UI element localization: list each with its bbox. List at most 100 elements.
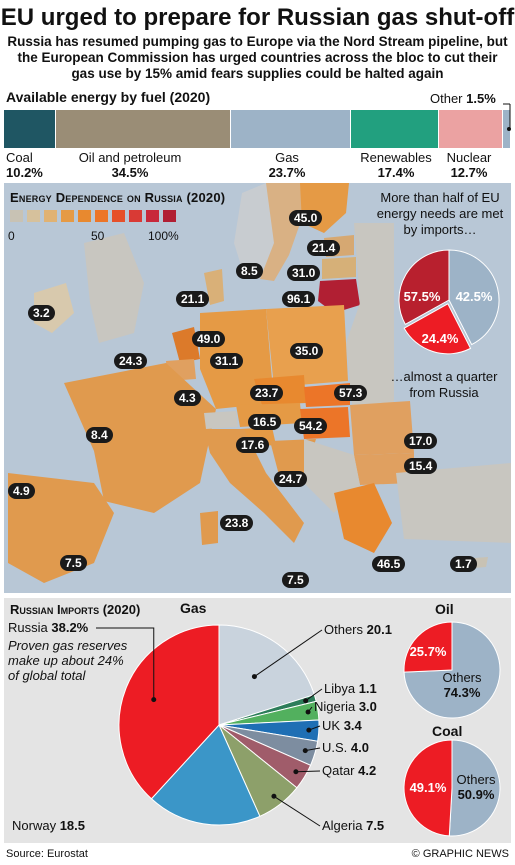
gas-label-libya: Libya 1.1 bbox=[324, 681, 377, 696]
imports-note: More than half of EU energy needs are me… bbox=[376, 190, 504, 237]
europe-map-shapes bbox=[8, 183, 511, 583]
gas-label-russia: Russia 38.2% bbox=[8, 620, 89, 635]
scale-swatch bbox=[78, 210, 91, 222]
oil-pie-label-others: 74.3% bbox=[444, 685, 481, 700]
oil-pie-label-others-name: Others bbox=[442, 670, 482, 685]
gas-label-us: U.S. 4.0 bbox=[322, 740, 369, 755]
gas-title: Gas bbox=[180, 600, 207, 616]
scale-label-100: 100% bbox=[148, 229, 179, 243]
credit: © GRAPHIC NEWS bbox=[411, 848, 509, 860]
dependence-title: Energy Dependence on Russia (2020) bbox=[10, 190, 226, 205]
map-value-bulgaria: 15.4 bbox=[404, 458, 438, 474]
map-sardinia bbox=[200, 511, 218, 545]
map-romania bbox=[350, 401, 414, 455]
map-uk bbox=[84, 233, 144, 343]
scale-swatch bbox=[61, 210, 74, 222]
coal-pie-label-others: 50.9% bbox=[458, 787, 495, 802]
energy-segment-nuclear bbox=[439, 110, 504, 148]
map-value-hungary: 54.2 bbox=[294, 418, 328, 434]
energy-segment-renewables bbox=[350, 110, 439, 148]
map-value-malta: 7.5 bbox=[282, 572, 309, 588]
gas-label-others: Others 20.1 bbox=[324, 622, 392, 637]
page-title: EU urged to prepare for Russian gas shut… bbox=[0, 4, 515, 31]
energy-segment-other bbox=[503, 110, 511, 148]
map-lithuania bbox=[318, 279, 360, 313]
map-value-croatia: 24.7 bbox=[274, 471, 308, 487]
energy-label-nuclear: Nuclear 12.7% bbox=[446, 150, 492, 180]
energy-label-renewables: Renewables 17.4% bbox=[360, 150, 432, 180]
energy-label-other: Other 1.5% bbox=[430, 91, 496, 106]
scale-swatch bbox=[44, 210, 57, 222]
map-value-latvia: 31.0 bbox=[287, 265, 321, 281]
dep-pie-slice-russia bbox=[403, 303, 472, 355]
map-value-germany: 31.1 bbox=[210, 353, 244, 369]
dep-pie-slice-imports bbox=[398, 249, 450, 326]
gas-label-nigeria: Nigeria 3.0 bbox=[314, 699, 377, 714]
coal-title: Coal bbox=[432, 723, 463, 739]
dep-pie-slice-domestic bbox=[448, 249, 500, 346]
map-sweden bbox=[260, 183, 304, 281]
energy-label-oil: Oil and petroleum 34.5% bbox=[78, 150, 182, 180]
dep-pie-label-russia: 24.4% bbox=[422, 331, 459, 346]
imports-title: Russian Imports (2020) bbox=[10, 602, 141, 617]
map-value-austria: 16.5 bbox=[248, 414, 282, 430]
map-value-estonia: 21.4 bbox=[307, 240, 341, 256]
oil-pie-label-russia: 25.7% bbox=[410, 644, 447, 659]
page-subtitle: Russia has resumed pumping gas to Europe… bbox=[7, 34, 508, 81]
map-value-slovakia: 57.3 bbox=[334, 385, 368, 401]
energy-segment-oil bbox=[55, 110, 231, 148]
map-value-poland: 35.0 bbox=[290, 343, 324, 359]
oil-pie-slice-russia bbox=[403, 621, 453, 673]
russia-note: …almost a quarter from Russia bbox=[390, 369, 498, 400]
scale-label-0: 0 bbox=[8, 229, 15, 243]
map-turkey bbox=[396, 463, 511, 543]
map-east-nonEU bbox=[346, 223, 394, 423]
map-value-lithuania: 96.1 bbox=[282, 291, 316, 307]
map-value-cyprus: 1.7 bbox=[450, 556, 477, 572]
coal-pie-label-russia: 49.1% bbox=[410, 780, 447, 795]
map-switzerland bbox=[204, 411, 238, 429]
scale-swatch bbox=[112, 210, 125, 222]
map-denmark bbox=[204, 269, 224, 305]
coal-pie-label-others-name: Others bbox=[456, 772, 496, 787]
gas-pie bbox=[118, 624, 320, 826]
scale-swatch bbox=[27, 210, 40, 222]
energy-segment-gas bbox=[230, 110, 351, 148]
map-value-italy: 23.8 bbox=[220, 515, 254, 531]
map-value-belgium: 24.3 bbox=[114, 353, 148, 369]
scale-swatch bbox=[10, 210, 23, 222]
map-value-france: 8.4 bbox=[86, 427, 113, 443]
map-value-luxembourg: 4.3 bbox=[174, 390, 201, 406]
scale-swatch bbox=[129, 210, 142, 222]
dep-pie-label-domestic: 42.5% bbox=[456, 289, 493, 304]
coal-pie-slice-others bbox=[448, 739, 501, 837]
dependence-pie: 57.5% 42.5% 24.4% bbox=[398, 249, 500, 355]
map-value-spain: 7.5 bbox=[60, 555, 87, 571]
scale-swatch bbox=[146, 210, 159, 222]
russian-imports-panel: Russian Imports (2020) Gas Oil Coal Russ… bbox=[4, 598, 511, 843]
map-value-slovenia: 17.6 bbox=[236, 437, 270, 453]
map-value-sweden: 8.5 bbox=[236, 263, 263, 279]
map-value-denmark: 21.1 bbox=[176, 291, 210, 307]
coal-pie-slice-russia bbox=[403, 739, 453, 837]
gas-label-uk: UK 3.4 bbox=[322, 718, 362, 733]
energy-label-coal: Coal 10.2% bbox=[6, 150, 43, 180]
map-value-netherlands: 49.0 bbox=[192, 331, 226, 347]
map-latvia bbox=[322, 257, 356, 279]
energy-label-gas: Gas 23.7% bbox=[268, 150, 306, 180]
source-note: Source: Eurostat bbox=[6, 848, 88, 860]
gas-label-qatar: Qatar 4.2 bbox=[322, 763, 377, 778]
map-greece bbox=[334, 483, 392, 553]
gas-pie-slice-norway bbox=[150, 724, 261, 826]
energy-bar bbox=[4, 110, 511, 148]
gas-label-norway: Norway 18.5 bbox=[12, 818, 86, 833]
oil-title: Oil bbox=[435, 601, 454, 617]
map-value-portugal: 4.9 bbox=[8, 483, 35, 499]
energy-heading: Available energy by fuel (2020) bbox=[6, 89, 211, 105]
gas-reserves-note: Proven gas reserves make up about 24% of… bbox=[8, 638, 128, 683]
energy-segment-coal bbox=[4, 110, 56, 148]
dep-pie-label-imports: 57.5% bbox=[404, 289, 441, 304]
map-value-romania: 17.0 bbox=[404, 433, 438, 449]
